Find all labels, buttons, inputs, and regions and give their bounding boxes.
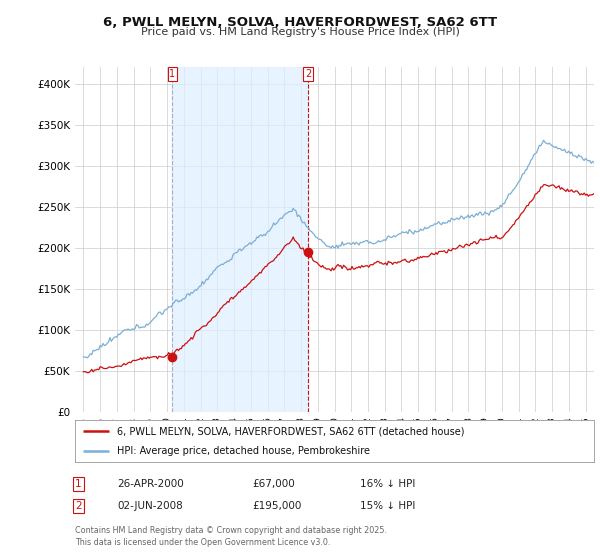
Text: Price paid vs. HM Land Registry's House Price Index (HPI): Price paid vs. HM Land Registry's House … [140, 27, 460, 37]
Text: 15% ↓ HPI: 15% ↓ HPI [360, 501, 415, 511]
Text: Contains HM Land Registry data © Crown copyright and database right 2025.
This d: Contains HM Land Registry data © Crown c… [75, 526, 387, 547]
Text: 02-JUN-2008: 02-JUN-2008 [117, 501, 183, 511]
Text: 6, PWLL MELYN, SOLVA, HAVERFORDWEST, SA62 6TT: 6, PWLL MELYN, SOLVA, HAVERFORDWEST, SA6… [103, 16, 497, 29]
Text: 6, PWLL MELYN, SOLVA, HAVERFORDWEST, SA62 6TT (detached house): 6, PWLL MELYN, SOLVA, HAVERFORDWEST, SA6… [116, 426, 464, 436]
Text: 1: 1 [169, 69, 176, 79]
Text: 1: 1 [75, 479, 82, 489]
Text: 16% ↓ HPI: 16% ↓ HPI [360, 479, 415, 489]
Text: HPI: Average price, detached house, Pembrokeshire: HPI: Average price, detached house, Pemb… [116, 446, 370, 456]
Text: £67,000: £67,000 [252, 479, 295, 489]
Text: £195,000: £195,000 [252, 501, 301, 511]
Bar [172, 67, 308, 412]
Text: 26-APR-2000: 26-APR-2000 [117, 479, 184, 489]
Text: 2: 2 [305, 69, 311, 79]
Text: 2: 2 [75, 501, 82, 511]
